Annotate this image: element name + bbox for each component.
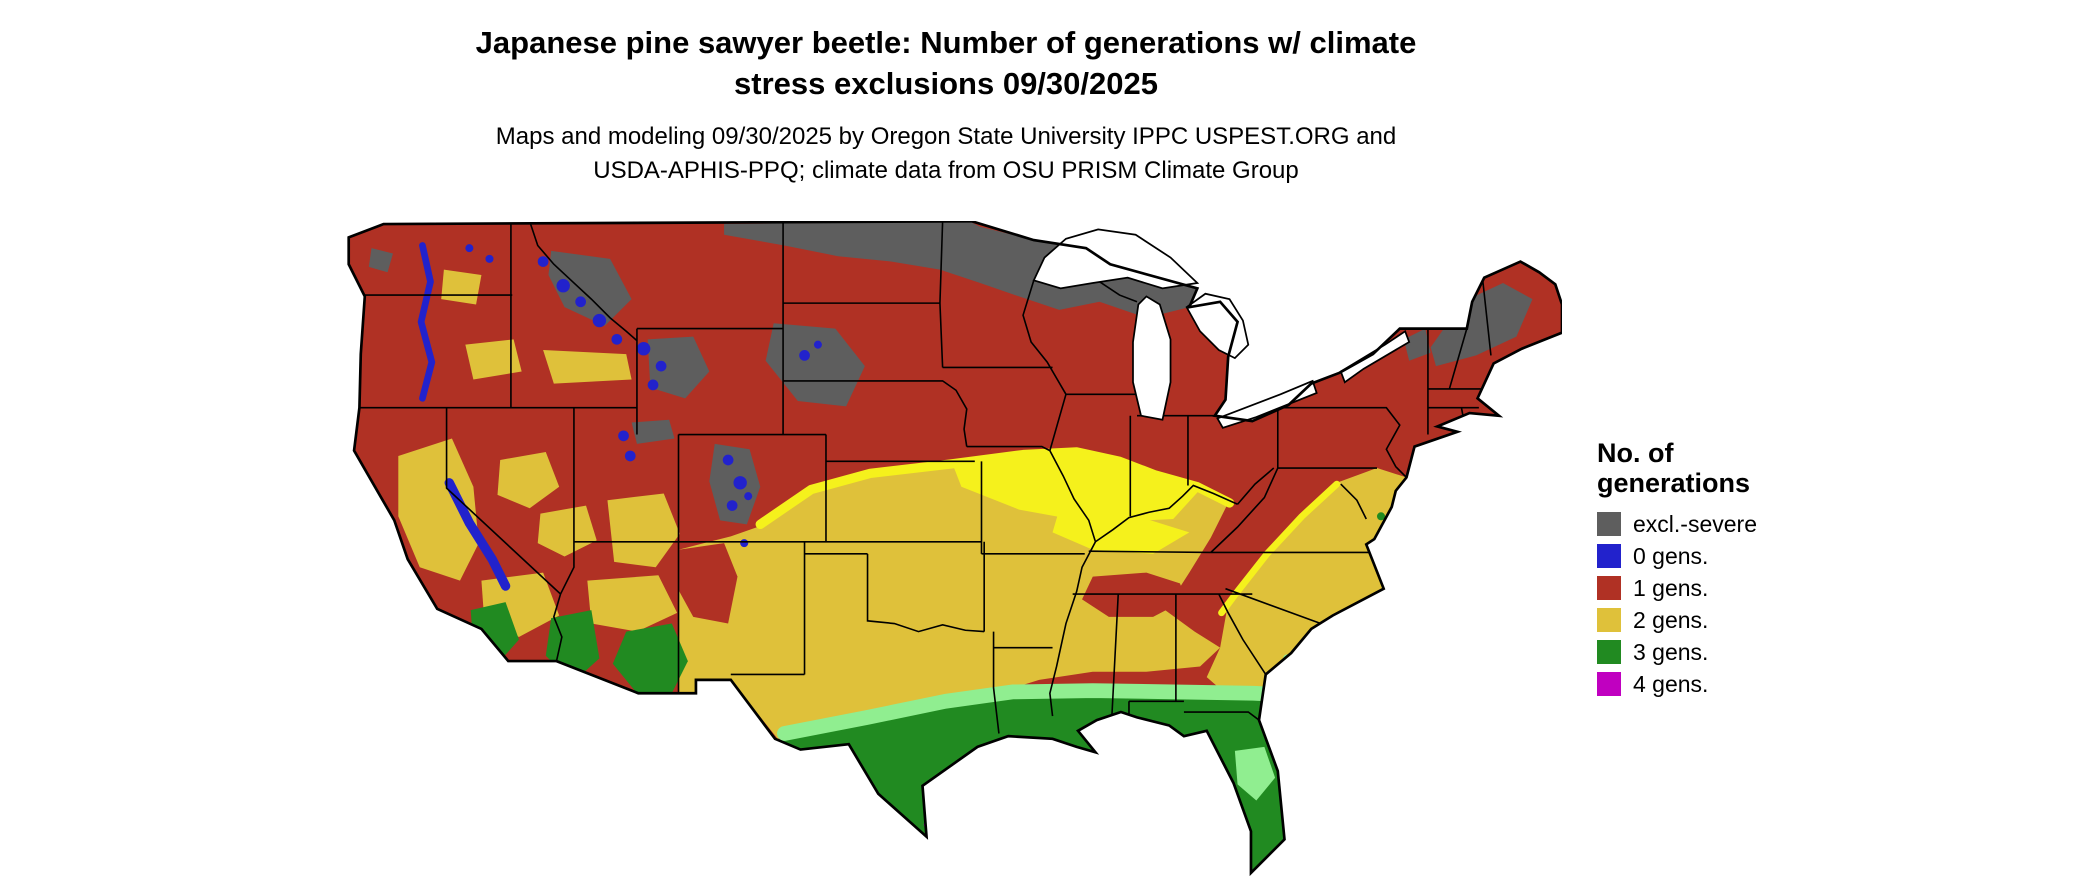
region-2-gens-snake-plain <box>543 350 632 384</box>
region-excl-montana-idaho <box>548 250 632 326</box>
legend-item: 2 gens. <box>1597 608 1897 632</box>
state-borders-west <box>359 221 985 694</box>
region-2-gens-arizona <box>587 575 678 632</box>
region-4-gens-keys-west <box>1228 874 1236 882</box>
region-2-gens-oregon <box>465 339 522 380</box>
region-0-gens-speck <box>799 350 810 361</box>
region-0-gens-speck <box>726 500 738 511</box>
region-0-gens-speck <box>740 539 749 548</box>
region-0-gens-speck <box>647 379 659 391</box>
region-0-gens-speck <box>733 476 747 490</box>
region-2-gens-nevada-2 <box>537 505 597 557</box>
lake-erie <box>1216 379 1318 429</box>
title-block: Japanese pine sawyer beetle: Number of g… <box>0 22 1892 188</box>
region-0-gens-speck <box>722 454 734 466</box>
legend-item: excl.-severe <box>1597 512 1897 536</box>
region-2-gens-california <box>398 438 479 581</box>
legend-swatch <box>1597 576 1621 600</box>
legend-title-line1: No. of <box>1597 438 1674 468</box>
legend-swatch <box>1597 512 1621 536</box>
legend-item-label: excl.-severe <box>1633 511 1757 537</box>
us-outline <box>347 221 1562 877</box>
region-2-gens-nevada-1 <box>497 451 560 509</box>
region-excl-olympics <box>368 248 393 273</box>
region-4-gens-south-florida <box>1265 858 1277 869</box>
region-0-gens-speck <box>485 254 494 263</box>
us-generations-map <box>342 221 1562 888</box>
region-0-gens-speck <box>636 342 651 356</box>
region-0-gens-speck <box>537 256 549 267</box>
region-0-gens-speck <box>592 313 607 328</box>
map-title-line1: Japanese pine sawyer beetle: Number of g… <box>475 25 1417 60</box>
region-3-gens-delmarva-speck <box>1376 512 1386 521</box>
region-0-gens-speck <box>611 333 623 345</box>
region-0-gens-sierra <box>444 478 511 591</box>
region-0-gens-speck <box>575 296 586 308</box>
region-3-gens-se-arizona <box>612 623 688 694</box>
region-2-gens-bright-kentucky <box>1052 509 1190 554</box>
lake-michigan <box>1132 295 1172 421</box>
region-excl-new-england <box>1430 283 1533 367</box>
map-subtitle-line2: USDA-APHIS-PPQ; climate data from OSU PR… <box>593 157 1299 184</box>
legend-items: excl.-severe 0 gens. 1 gens. 2 gens. 3 gens.… <box>1597 512 1897 696</box>
region-2-gens-east <box>1206 468 1407 704</box>
region-0-gens-speck <box>465 244 474 253</box>
map-raster-layers <box>348 221 1562 882</box>
region-4-gens-south-texas <box>917 835 931 849</box>
region-2-gens-utah <box>607 493 680 568</box>
region-excl-uinta <box>631 419 675 444</box>
region-0-gens-speck <box>813 340 822 349</box>
region-excl-adirondacks <box>1403 328 1431 361</box>
region-2-gens-bright-fringe <box>755 447 1235 530</box>
legend-swatch <box>1597 608 1621 632</box>
state-borders-central <box>783 221 1238 734</box>
region-2-gens-bright-midwest <box>952 451 1201 523</box>
legend-item-label: 1 gens. <box>1633 575 1709 601</box>
state-borders <box>359 221 1492 734</box>
legend-item: 0 gens. <box>1597 544 1897 568</box>
map-subtitle-line1: Maps and modeling 09/30/2025 by Oregon S… <box>495 123 1397 150</box>
legend-swatch <box>1597 672 1621 696</box>
region-1-gens-newmexico <box>678 543 738 624</box>
map-title-line2: stress exclusions 09/30/2025 <box>734 66 1158 101</box>
legend-swatch <box>1597 640 1621 664</box>
legend-title-line2: generations <box>1597 468 1751 498</box>
region-0-gens-speck <box>624 450 636 462</box>
legend-item-label: 2 gens. <box>1633 607 1709 633</box>
region-0-gens-cascades <box>417 242 436 402</box>
legend-item-label: 4 gens. <box>1633 671 1709 697</box>
legend-swatch <box>1597 544 1621 568</box>
region-3-gens-light-fringe <box>777 683 1288 741</box>
region-0-gens-specks <box>417 242 822 591</box>
region-0-gens-speck <box>655 360 667 372</box>
region-excl-black-hills <box>765 323 865 407</box>
region-3-gens-light-florida <box>1234 746 1276 801</box>
region-2-gens-columbia-basin <box>441 269 482 305</box>
legend-item-label: 3 gens. <box>1633 639 1709 665</box>
legend-item: 3 gens. <box>1597 640 1897 664</box>
region-0-gens-speck <box>744 492 753 501</box>
region-excl-wyoming <box>647 336 710 399</box>
map-subtitle: Maps and modeling 09/30/2025 by Oregon S… <box>0 120 1892 188</box>
legend-title: No. of generations <box>1597 438 1897 498</box>
legend-item-label: 0 gens. <box>1633 543 1709 569</box>
state-borders-east <box>1072 281 1492 723</box>
lake-superior <box>1032 228 1200 290</box>
map-legend: No. of generations excl.-severe 0 gens. 1 … <box>1597 438 1897 704</box>
region-0-gens-speck <box>556 278 570 293</box>
us-map-svg <box>347 221 1562 882</box>
map-title: Japanese pine sawyer beetle: Number of g… <box>0 22 1892 104</box>
region-0-gens-speck <box>618 430 629 442</box>
region-excl-north-band <box>724 221 1198 318</box>
lake-ontario <box>1339 329 1411 384</box>
region-3-gens-light-georgia-coast <box>1271 671 1282 683</box>
legend-item: 4 gens. <box>1597 672 1897 696</box>
region-2-gens-bright-piedmont <box>1218 480 1341 617</box>
legend-item: 1 gens. <box>1597 576 1897 600</box>
